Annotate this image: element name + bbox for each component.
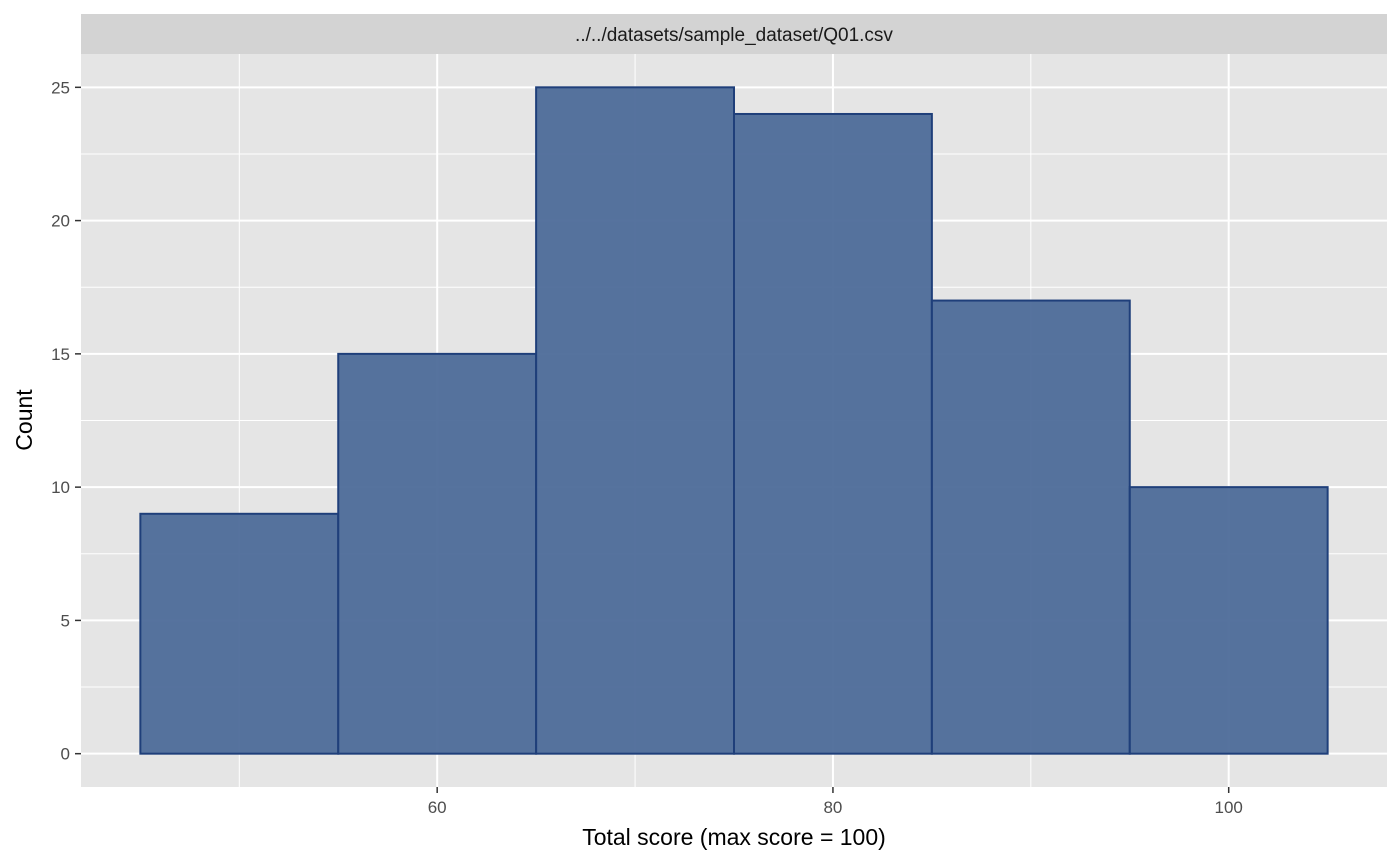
y-axis-title: Count — [11, 389, 37, 451]
y-tick-label: 25 — [51, 78, 70, 97]
x-tick-label: 100 — [1215, 798, 1243, 817]
y-tick-label: 10 — [51, 478, 70, 497]
histogram-bar — [1128, 486, 1329, 755]
histogram-bar — [930, 299, 1131, 755]
x-tick-label: 60 — [428, 798, 447, 817]
y-tick-label: 5 — [61, 611, 70, 630]
bars — [139, 86, 1329, 755]
histogram-bar — [535, 86, 735, 755]
histogram-bar — [139, 512, 340, 755]
strip-background — [81, 14, 1387, 54]
x-axis-title: Total score (max score = 100) — [582, 824, 886, 850]
x-tick-label: 80 — [823, 798, 842, 817]
y-tick-label: 15 — [51, 345, 70, 364]
y-tick-label: 0 — [61, 745, 70, 764]
x-axis: 60 80 100 — [428, 787, 1243, 817]
histogram-bar — [337, 352, 538, 755]
y-tick-label: 20 — [51, 212, 70, 231]
y-axis: 0 5 10 15 20 25 — [51, 78, 81, 764]
facet-strip-label: ../../datasets/sample_dataset/Q01.csv — [575, 25, 893, 46]
histogram-bar — [733, 112, 933, 755]
